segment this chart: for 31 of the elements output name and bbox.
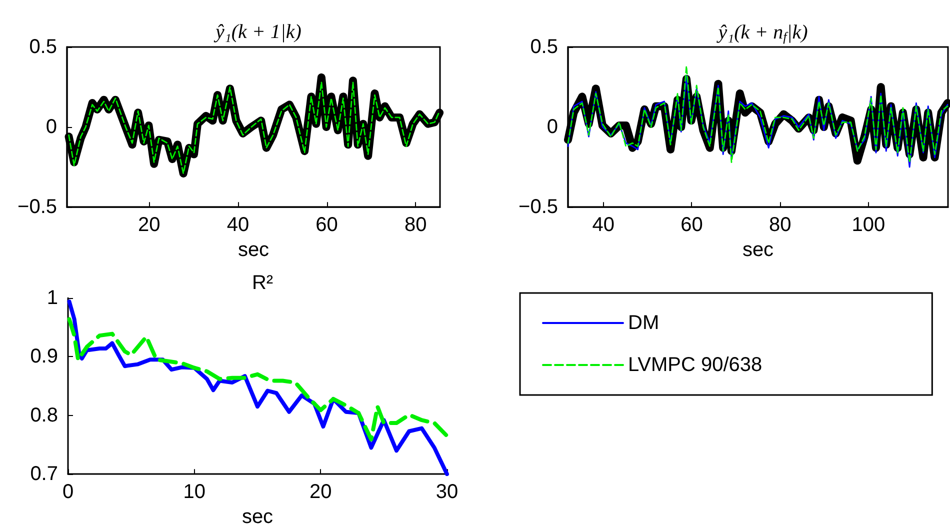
y-tick-label: −0.5 [518, 196, 558, 218]
legend-label: LVMPC 90/638 [628, 354, 762, 376]
x-tick-label: 30 [436, 481, 458, 504]
line-series [67, 317, 449, 442]
x-tick-label: 0 [62, 481, 74, 504]
y-tick-label: 0.7 [30, 463, 58, 486]
x-tick-label: 60 [680, 214, 703, 236]
x-tick-label: 40 [226, 214, 250, 236]
x-tick-label: 100 [852, 214, 886, 236]
y-tick-label: −0.5 [18, 196, 57, 218]
chart-title: ŷ₁(k + nf|k) [716, 22, 808, 44]
y-tick-label: 0.8 [30, 404, 58, 426]
y-tick-label: 0 [46, 116, 57, 138]
y-tick-label: 0 [546, 116, 558, 138]
x-tick-label: 40 [592, 214, 614, 236]
x-tick-label: 80 [768, 214, 792, 236]
legend-label: DM [628, 312, 660, 334]
x-axis-title: sec [242, 506, 274, 528]
chart-title: R² [252, 272, 274, 294]
y-tick-label: 0.9 [30, 346, 58, 368]
chart-title: ŷ₁(k + 1|k) [214, 21, 302, 43]
y-tick-label: 0.5 [530, 36, 558, 58]
x-tick-label: 80 [404, 214, 427, 236]
x-axis-title: sec [238, 239, 270, 261]
y-tick-label: 0.5 [29, 36, 57, 58]
x-tick-label: 10 [183, 481, 206, 504]
x-tick-label: 20 [138, 214, 160, 236]
x-axis-title: sec [742, 239, 774, 261]
y-tick-label: 1 [46, 287, 58, 309]
x-tick-label: 20 [310, 481, 332, 504]
x-tick-label: 60 [316, 214, 338, 236]
